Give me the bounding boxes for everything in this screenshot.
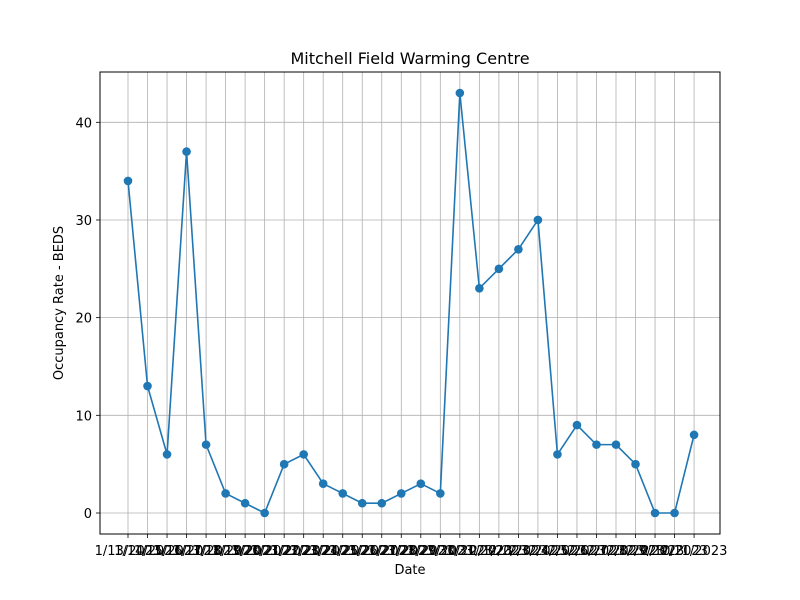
x-tick-label: 1/22/2023 xyxy=(270,544,337,559)
data-point xyxy=(416,479,426,488)
data-point xyxy=(475,284,484,293)
data-point xyxy=(631,459,640,469)
x-tick-label: 1/27/2023 xyxy=(368,544,435,559)
y-axis: 0 10 20 30 40 xyxy=(75,116,100,522)
x-tick-label: 1/25/2023 xyxy=(329,544,396,559)
x-tick-label: 2/11/2023 xyxy=(661,544,728,559)
x-tick-label: 2/4/2023 xyxy=(528,544,586,559)
series-layer xyxy=(123,88,699,518)
data-point xyxy=(592,440,601,449)
y-tick-label: 30 xyxy=(75,214,92,229)
data-point xyxy=(201,440,211,449)
data-point xyxy=(650,508,660,518)
data-point xyxy=(182,147,191,156)
data-point xyxy=(318,479,328,488)
grid xyxy=(100,72,720,534)
plot-frame xyxy=(99,71,721,535)
data-point xyxy=(279,459,289,469)
x-tick-label: 1/17/2023 xyxy=(173,544,240,559)
data-point xyxy=(455,88,465,98)
data-point xyxy=(299,450,308,459)
x-tick-label: 1/20/2023 xyxy=(231,544,298,559)
x-tick-label: 2/6/2023 xyxy=(567,544,625,559)
data-point xyxy=(143,381,152,391)
x-tick-label: 1/28/2023 xyxy=(387,544,454,559)
x-tick-label: 1/30/2023 xyxy=(427,544,494,559)
x-tick-label: 1/19/2023 xyxy=(212,544,279,559)
x-tick-label: 2/5/2023 xyxy=(548,544,606,559)
data-point xyxy=(670,508,679,518)
data-point xyxy=(123,176,133,186)
data-point xyxy=(396,489,406,498)
x-tick-label: 1/18/2023 xyxy=(192,544,259,559)
y-tick-label: 10 xyxy=(75,409,92,424)
x-tick-label: 1/24/2023 xyxy=(309,544,376,559)
x-tick-label: 1/14/2023 xyxy=(114,544,181,559)
x-tick-label: 2/1/2023 xyxy=(470,544,528,559)
x-tick-label: 1/21/2023 xyxy=(251,544,318,559)
data-point xyxy=(494,264,504,274)
y-tick-label: 20 xyxy=(75,312,92,327)
data-point xyxy=(611,440,621,449)
x-tick-label: 1/15/2023 xyxy=(134,544,201,559)
x-tick-label: 2/2/2023 xyxy=(489,544,547,559)
y-tick-label: 40 xyxy=(75,116,92,131)
data-point xyxy=(572,420,582,430)
x-axis-label: Date xyxy=(394,563,425,578)
data-point xyxy=(377,498,387,508)
x-tick-label: 1/13/2023 xyxy=(95,544,162,559)
data-point xyxy=(338,489,348,498)
data-point xyxy=(514,244,523,254)
y-axis-label: Occupancy Rate - BEDS xyxy=(52,226,67,380)
data-point xyxy=(221,489,230,498)
data-point xyxy=(162,450,172,459)
x-tick-label: 1/26/2023 xyxy=(348,544,415,559)
data-point xyxy=(260,508,269,518)
x-tick-label: 1/31/2023 xyxy=(446,544,513,559)
x-tick-label: 2/10/2023 xyxy=(641,544,708,559)
x-tick-label: 1/16/2023 xyxy=(153,544,220,559)
data-point xyxy=(357,498,367,508)
x-tick-label: 2/9/2023 xyxy=(626,544,684,559)
data-point xyxy=(240,498,250,508)
chart-title: Mitchell Field Warming Centre xyxy=(290,49,529,68)
data-point xyxy=(436,489,445,498)
x-axis: 1/13/20231/14/20231/15/20231/16/20231/17… xyxy=(95,534,728,559)
x-tick-label: 1/29/2023 xyxy=(407,544,474,559)
x-tick-label: 1/23/2023 xyxy=(290,544,357,559)
x-tick-label: 2/7/2023 xyxy=(587,544,645,559)
x-tick-label: 2/8/2023 xyxy=(606,544,664,559)
y-tick-label: 0 xyxy=(84,507,92,522)
x-tick-label: 2/3/2023 xyxy=(509,544,567,559)
series-line xyxy=(127,92,695,514)
data-point xyxy=(689,430,699,440)
data-point xyxy=(533,215,543,225)
data-point xyxy=(553,450,562,459)
